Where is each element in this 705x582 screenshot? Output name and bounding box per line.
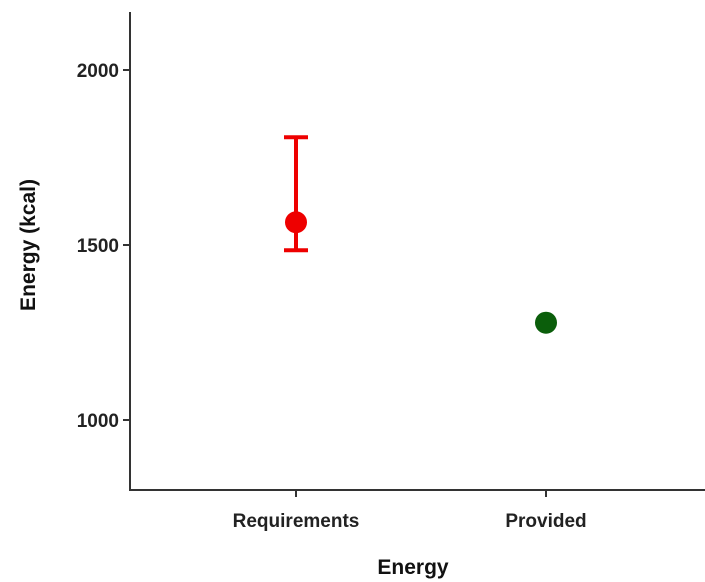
y-axis-title: Energy (kcal) bbox=[17, 179, 40, 311]
y-ticks: 1000 1500 2000 bbox=[77, 61, 130, 432]
point-provided bbox=[535, 311, 557, 334]
data-points bbox=[284, 135, 557, 334]
x-axis-title: Energy bbox=[377, 556, 449, 579]
axes bbox=[129, 12, 705, 491]
x-tick-label: Provided bbox=[505, 511, 586, 532]
x-ticks: Requirements Provided bbox=[233, 490, 587, 532]
y-tick-label: 2000 bbox=[77, 61, 119, 82]
y-tick-label: 1500 bbox=[77, 236, 119, 257]
x-tick-label: Requirements bbox=[233, 511, 360, 532]
point-requirements bbox=[285, 211, 307, 234]
y-tick-label: 1000 bbox=[77, 411, 119, 432]
